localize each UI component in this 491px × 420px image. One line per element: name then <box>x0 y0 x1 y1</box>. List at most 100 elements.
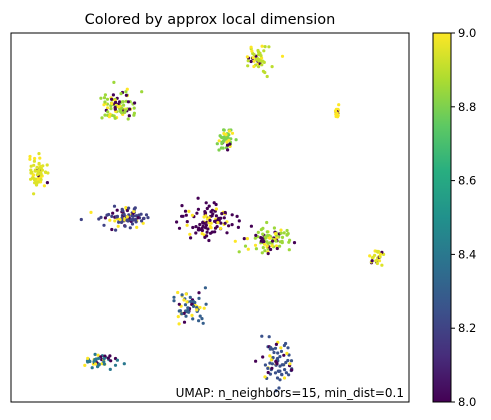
scatter-point <box>273 346 278 350</box>
scatter-point <box>201 220 205 225</box>
scatter-point <box>182 320 187 324</box>
scatter-point <box>93 352 97 356</box>
scatter-point <box>252 59 256 63</box>
scatter-point <box>271 356 275 360</box>
scatter-point <box>254 233 258 237</box>
scatter-point <box>120 216 124 220</box>
colorbar-tick-label: 9.0 <box>458 26 476 40</box>
scatter-point <box>288 362 292 366</box>
scatter-point <box>125 87 129 91</box>
scatter-point <box>205 234 209 238</box>
scatter-point <box>227 224 231 228</box>
scatter-point <box>122 103 126 107</box>
scatter-point <box>252 64 256 69</box>
scatter-point <box>279 228 283 232</box>
scatter-point <box>219 221 223 225</box>
scatter-point <box>278 369 282 373</box>
scatter-point <box>226 148 230 152</box>
scatter-point <box>222 216 226 220</box>
scatter-point <box>249 45 253 49</box>
scatter-point <box>184 314 188 318</box>
scatter-point <box>119 108 123 112</box>
scatter-point <box>278 355 282 359</box>
colorbar <box>432 32 452 403</box>
scatter-point <box>132 207 136 211</box>
scatter-point <box>28 157 32 161</box>
scatter-point <box>29 164 33 168</box>
scatter-point <box>39 166 43 170</box>
scatter-point <box>30 170 34 174</box>
scatter-point <box>185 223 189 227</box>
scatter-point <box>290 368 294 372</box>
scatter-point <box>146 216 150 220</box>
scatter-point <box>204 226 208 230</box>
chart-title: Colored by approx local dimension <box>85 12 336 28</box>
scatter-point <box>270 366 274 370</box>
scatter-point <box>35 165 39 169</box>
scatter-point <box>249 59 253 64</box>
scatter-point <box>132 106 136 110</box>
scatter-point <box>79 217 83 222</box>
scatter-point <box>266 366 270 370</box>
scatter-point <box>249 224 253 228</box>
scatter-point <box>207 216 211 220</box>
scatter-point <box>120 207 124 211</box>
scatter-point <box>110 214 114 218</box>
scatter-point <box>31 173 35 177</box>
scatter-point <box>88 359 92 364</box>
scatter-point <box>268 361 272 365</box>
scatter-point <box>123 224 127 228</box>
scatter-point <box>370 256 374 260</box>
scatter-point <box>198 314 202 318</box>
scatter-point <box>178 309 182 313</box>
scatter-point <box>260 56 264 60</box>
scatter-point <box>274 389 278 393</box>
scatter-point <box>142 216 146 220</box>
scatter-point <box>222 128 226 132</box>
scatter-point <box>263 235 267 239</box>
scatter-point <box>189 299 193 304</box>
scatter-point <box>187 310 191 314</box>
scatter-point <box>117 220 121 224</box>
scatter-point <box>289 359 294 363</box>
scatter-point <box>284 360 288 365</box>
scatter-point <box>201 321 205 325</box>
scatter-point <box>205 206 209 211</box>
scatter-point <box>130 222 135 226</box>
scatter-point <box>110 227 114 232</box>
scatter-point <box>219 216 223 220</box>
scatter-point <box>195 308 199 312</box>
scatter-point <box>176 315 180 319</box>
scatter-point <box>256 62 260 66</box>
scatter-point <box>219 146 223 150</box>
scatter-point <box>252 52 256 57</box>
scatter-point <box>37 168 41 172</box>
scatter-point <box>190 313 194 317</box>
scatter-point <box>250 49 254 53</box>
scatter-point <box>380 263 384 267</box>
scatter-point <box>188 295 192 299</box>
scatter-point <box>114 100 118 104</box>
scatter-point <box>270 362 274 366</box>
scatter-point <box>124 93 128 97</box>
scatter-point <box>90 366 94 370</box>
scatter-point <box>107 115 111 119</box>
scatter-point <box>191 317 195 321</box>
scatter-point <box>109 359 113 363</box>
scatter-point <box>102 103 106 107</box>
colorbar-tick-label: 8.2 <box>458 321 476 335</box>
scatter-point <box>134 217 138 221</box>
scatter-point <box>245 55 249 59</box>
scatter-point <box>33 156 37 161</box>
scatter-point <box>196 207 200 211</box>
scatter-point <box>108 112 112 116</box>
scatter-point <box>279 231 283 235</box>
scatter-point <box>271 347 275 351</box>
scatter-point <box>194 231 198 235</box>
scatter-point <box>260 251 264 255</box>
scatter-point <box>36 180 40 184</box>
scatter-point <box>130 214 134 218</box>
scatter-point <box>214 214 218 218</box>
scatter-point <box>214 202 218 207</box>
scatter-point <box>39 173 43 177</box>
